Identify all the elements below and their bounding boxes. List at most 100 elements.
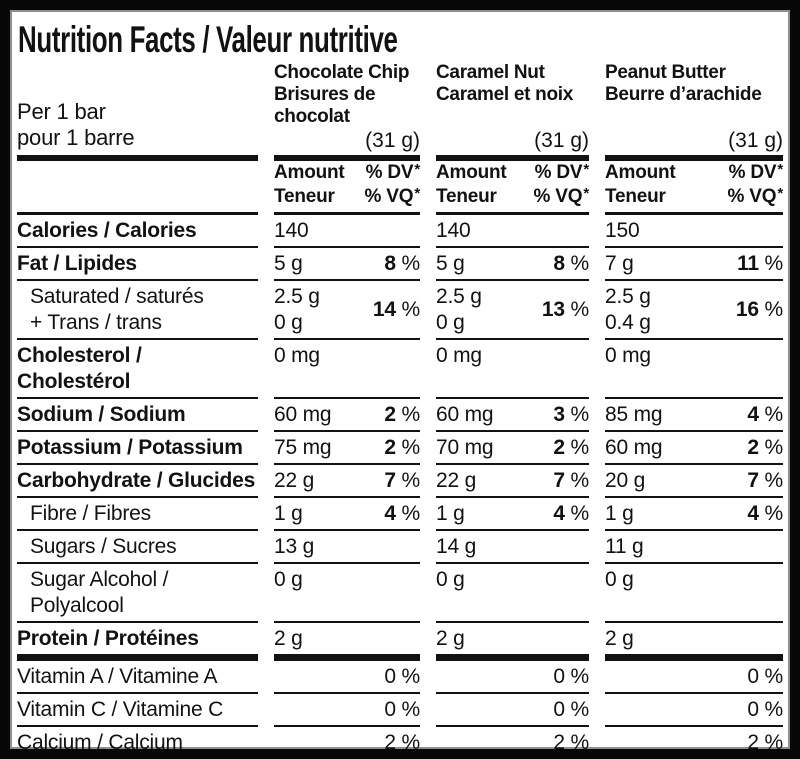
row-label: Potassium / Potassium — [17, 432, 258, 465]
value-cell: 20 g 7 % — [605, 465, 783, 498]
footnote-star: * — [583, 161, 589, 178]
value-cell: 0 % — [436, 661, 589, 694]
amount-value: 5 g — [274, 251, 303, 277]
daily-value: 2 % — [747, 436, 783, 459]
daily-value: 7 % — [747, 469, 783, 492]
nutrient-row: Fat / Lipides 5 g 8 % 5 g 8 % 7 g 11 % — [17, 248, 783, 281]
value-cell: 2.5 g 0 g 13 % — [436, 281, 589, 340]
amount-value: 22 g — [274, 468, 314, 494]
amount-line: 5 g — [436, 252, 465, 275]
amount-line: 1 g — [274, 502, 303, 525]
amount-value: 22 g — [436, 468, 476, 494]
value-cell: 75 mg 2 % — [274, 432, 420, 465]
product-header-row: Per 1 bar pour 1 barre Chocolate Chip Br… — [17, 62, 783, 161]
value-cell: 60 mg 2 % — [605, 432, 783, 465]
daily-value: 14 % — [372, 298, 420, 321]
amount-line: 140 — [436, 219, 471, 242]
row-label: Sugar Alcohol / Polyalcool — [17, 564, 258, 623]
value-cell: 2.5 g 0.4 g 16 % — [605, 281, 783, 340]
value-cell: 60 mg 3 % — [436, 399, 589, 432]
amount-value: 70 mg — [436, 435, 494, 461]
amount-line: 0 g — [605, 568, 634, 591]
row-label-line: Calcium / Calcium — [17, 731, 183, 754]
daily-value: 2 % — [384, 403, 420, 426]
amount-line: 0 g — [436, 568, 465, 591]
value-cell: 2 % — [605, 727, 783, 749]
value-cell: 2 g — [605, 623, 783, 661]
value-cell: 14 g — [436, 531, 589, 564]
value-cell: 2 g — [436, 623, 589, 661]
amount-line: 22 g — [436, 469, 477, 492]
value-cell: 0 % — [605, 661, 783, 694]
row-label: Vitamin C / Vitamine C — [17, 694, 258, 727]
amount-value: 2.5 g 0.4 g — [605, 284, 651, 336]
amount-value: 60 mg — [274, 402, 332, 428]
row-label-line: Sugars / Sucres — [30, 535, 177, 558]
product-weight: (31 g) — [728, 129, 783, 152]
daily-value: 2 % — [384, 731, 420, 754]
value-cell: 11 g — [605, 531, 783, 564]
amount-line: 2 g — [274, 627, 303, 650]
daily-value: 4 % — [384, 502, 420, 525]
value-cell: 0 g — [274, 564, 420, 623]
amount-value: 1 g — [605, 501, 634, 527]
amount-line: 2.5 g — [605, 285, 651, 308]
daily-value: 7 % — [553, 469, 589, 492]
amount-value: 0 g — [436, 567, 465, 619]
value-cell: 60 mg 2 % — [274, 399, 420, 432]
row-label-line: Carbohydrate / Glucides — [17, 469, 256, 492]
amount-value: 0 g — [605, 567, 634, 619]
amount-value: 75 mg — [274, 435, 332, 461]
nutrient-row: Potassium / Potassium 75 mg 2 % 70 mg 2 % 60 … — [17, 432, 783, 465]
product-name-fr: Beurre d’arachide — [605, 84, 762, 105]
value-cell: 13 g — [274, 531, 420, 564]
product-name-en: Chocolate Chip — [274, 62, 410, 83]
row-label-line: Sugar Alcohol / Polyalcool — [30, 568, 169, 617]
amount-label-fr: Teneur — [436, 186, 497, 207]
amount-line: 2.5 g — [436, 285, 482, 308]
daily-value: 0 % — [553, 665, 589, 688]
amount-line: 0 mg — [274, 344, 320, 367]
amount-value: 140 — [436, 218, 471, 244]
amount-line: 2 g — [436, 627, 465, 650]
value-cell: 140 — [274, 215, 420, 248]
amount-value: 2 g — [436, 626, 465, 652]
amount-value: 2.5 g 0 g — [436, 284, 482, 336]
value-cell: 0 mg — [605, 340, 783, 399]
daily-value: 0 % — [384, 698, 420, 721]
daily-value: 0 % — [747, 698, 783, 721]
daily-value: 2 % — [553, 731, 589, 754]
row-label: Protein / Protéines — [17, 623, 258, 661]
product-name-fr: Brisures de chocolat — [274, 84, 376, 127]
amount-value: 7 g — [605, 251, 634, 277]
value-cell: 7 g 11 % — [605, 248, 783, 281]
dv-label: % DV* — [534, 161, 590, 183]
value-cell: 22 g 7 % — [436, 465, 589, 498]
amount-line: 22 g — [274, 469, 315, 492]
amount-line: 60 mg — [436, 403, 494, 426]
dv-label-fr: % VQ* — [364, 185, 421, 207]
dv-label-fr: % VQ* — [727, 185, 784, 207]
amount-line: 11 g — [605, 535, 644, 558]
row-label: Sodium / Sodium — [17, 399, 258, 432]
footnote-star: * — [583, 185, 589, 202]
row-label-line: Fibre / Fibres — [30, 502, 151, 525]
nutrient-rows-section: Calories / Calories 140 140 150 Fat / Lipide… — [17, 215, 783, 661]
row-label: Calcium / Calcium — [17, 727, 258, 754]
value-cell: 22 g 7 % — [274, 465, 420, 498]
value-cell: 5 g 8 % — [436, 248, 589, 281]
value-cell: 85 mg 4 % — [605, 399, 783, 432]
row-label: Sugars / Sucres — [17, 531, 258, 564]
row-label-line: Vitamin C / Vitamine C — [17, 698, 224, 721]
amount-line: 75 mg — [274, 436, 332, 459]
footnote-star: * — [414, 185, 420, 202]
product-name-en: Peanut Butter — [605, 62, 726, 83]
dv-label: % DV* — [728, 161, 784, 183]
amount-value: 0 g — [274, 567, 303, 619]
value-cell: 2 % — [274, 727, 420, 754]
footnote-star: * — [777, 185, 783, 202]
daily-value: 16 % — [735, 298, 783, 321]
product-column-peanut-butter: Peanut Butter Beurre d’arachide (31 g) — [605, 62, 783, 161]
